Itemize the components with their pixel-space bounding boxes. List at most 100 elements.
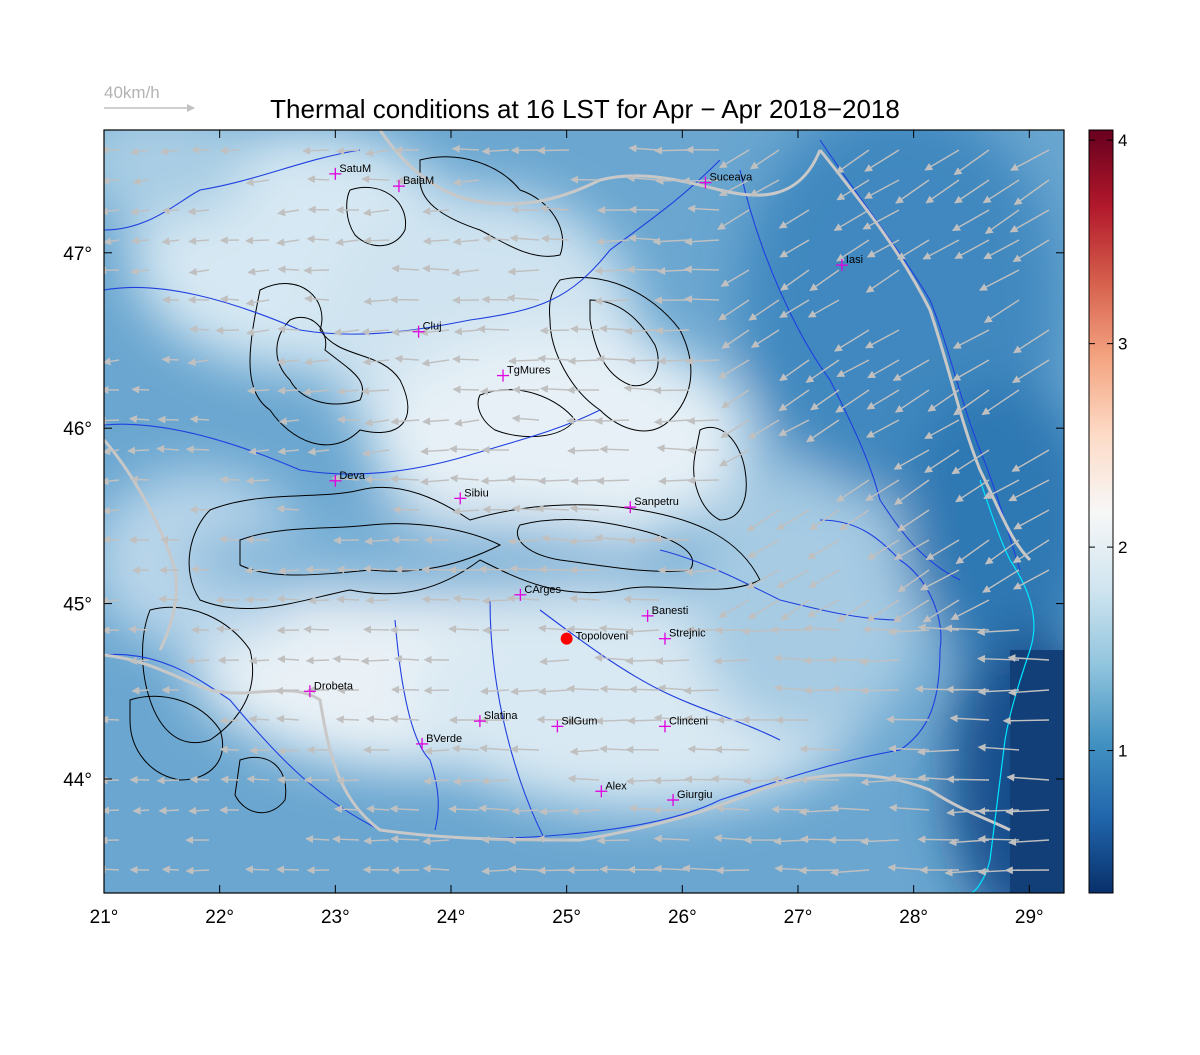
wind-arrow bbox=[191, 569, 209, 570]
x-tick-label: 22° bbox=[205, 907, 234, 928]
city-label: SatuM bbox=[339, 163, 371, 175]
wind-arrow bbox=[391, 299, 419, 300]
wind-arrow bbox=[278, 390, 299, 391]
wind-arrow bbox=[947, 779, 989, 780]
city-label: Alex bbox=[605, 780, 627, 792]
x-tick-label: 28° bbox=[899, 907, 928, 928]
wind-arrow bbox=[479, 569, 509, 570]
city-label: Drobeta bbox=[314, 680, 354, 692]
wind-arrow bbox=[163, 359, 179, 360]
wind-arrow bbox=[103, 539, 119, 540]
wind-arrow bbox=[598, 840, 629, 841]
wind-arrow bbox=[538, 870, 569, 871]
city-label: Iasi bbox=[846, 254, 863, 266]
wind-arrow bbox=[655, 150, 689, 151]
wind-arrow bbox=[483, 509, 509, 510]
city-label: SilGum bbox=[561, 715, 597, 727]
wind-arrow bbox=[337, 569, 359, 570]
wind-arrow bbox=[1004, 720, 1049, 721]
colorbar-gradient bbox=[1089, 130, 1113, 893]
wind-arrow bbox=[423, 599, 449, 600]
colorbar-tick-label: 3 bbox=[1118, 335, 1127, 354]
city-label: BVerde bbox=[426, 733, 462, 745]
wind-arrow bbox=[804, 690, 839, 691]
wind-arrow bbox=[538, 150, 569, 151]
wind-arrow bbox=[128, 450, 149, 451]
wind-arrow bbox=[595, 270, 629, 271]
wind-arrow bbox=[717, 870, 749, 871]
wind-scale: 40km/h bbox=[104, 83, 194, 108]
wind-arrow bbox=[799, 870, 839, 871]
colorbar-tick-label: 1 bbox=[1118, 742, 1127, 761]
wind-arrow bbox=[947, 689, 989, 690]
city-label: Banesti bbox=[652, 605, 689, 617]
wind-arrow bbox=[887, 719, 929, 720]
wind-arrow bbox=[132, 389, 149, 390]
wind-arrow bbox=[688, 480, 719, 481]
wind-arrow bbox=[159, 810, 179, 811]
city-label: BaiaM bbox=[403, 175, 434, 187]
city-label: Suceava bbox=[709, 172, 753, 184]
wind-arrow bbox=[715, 749, 749, 750]
wind-arrow bbox=[163, 869, 179, 870]
city-label: Sanpetru bbox=[634, 496, 679, 508]
wind-arrow bbox=[568, 450, 599, 451]
city-label: Clinceni bbox=[669, 715, 708, 727]
wind-arrow bbox=[829, 659, 869, 660]
wind-arrow bbox=[337, 719, 359, 720]
wind-arrow bbox=[163, 210, 179, 211]
city-label: Cluj bbox=[423, 321, 442, 333]
city-label: Strejnic bbox=[669, 628, 706, 640]
wind-arrow bbox=[541, 330, 569, 331]
wind-arrow bbox=[395, 569, 419, 570]
wind-arrow bbox=[307, 660, 329, 661]
wind-arrow bbox=[221, 779, 239, 780]
wind-arrow bbox=[483, 299, 509, 300]
x-tick-label: 25° bbox=[552, 907, 581, 928]
wind-arrow bbox=[309, 209, 329, 210]
x-tick-label: 23° bbox=[321, 907, 350, 928]
wind-arrow bbox=[628, 720, 659, 721]
wind-arrow bbox=[918, 839, 959, 840]
x-tick-label: 27° bbox=[784, 907, 813, 928]
wind-arrow bbox=[100, 780, 119, 781]
wind-arrow bbox=[303, 150, 329, 151]
wind-arrow bbox=[567, 420, 599, 421]
y-tick-label: 46° bbox=[63, 419, 92, 440]
wind-arrow bbox=[630, 689, 659, 690]
wind-arrow bbox=[337, 780, 359, 781]
wind-arrow bbox=[654, 390, 689, 391]
wind-arrow bbox=[425, 690, 449, 691]
city-label: Slatina bbox=[484, 710, 519, 722]
city-label: Deva bbox=[339, 470, 366, 482]
wind-arrow bbox=[511, 749, 539, 750]
wind-arrow bbox=[304, 270, 329, 271]
wind-arrow bbox=[157, 780, 179, 781]
wind-arrow bbox=[654, 780, 689, 781]
wind-arrow bbox=[132, 690, 149, 691]
wind-arrow bbox=[221, 749, 239, 750]
wind-scale-label: 40km/h bbox=[104, 83, 160, 102]
wind-arrow bbox=[246, 869, 269, 870]
wind-arrow bbox=[454, 389, 479, 390]
city-label: Giurgiu bbox=[677, 789, 712, 801]
y-tick-label: 45° bbox=[63, 595, 92, 616]
wind-arrow bbox=[131, 479, 149, 480]
wind-arrow bbox=[628, 540, 659, 541]
wind-arrow bbox=[422, 569, 449, 570]
wind-arrow bbox=[248, 390, 269, 391]
x-tick-label: 24° bbox=[437, 907, 466, 928]
black-sea bbox=[1010, 650, 1070, 900]
colorbar-tick-label: 2 bbox=[1118, 538, 1127, 557]
wind-arrow bbox=[832, 689, 869, 690]
map-title: Thermal conditions at 16 LST for Apr − A… bbox=[270, 94, 900, 124]
wind-arrow bbox=[656, 330, 689, 331]
topoloveni-marker bbox=[561, 633, 573, 645]
city-label: CArges bbox=[524, 584, 561, 596]
wind-arrow bbox=[191, 779, 209, 780]
y-tick-label: 44° bbox=[63, 770, 92, 791]
y-tick-label: 47° bbox=[63, 244, 92, 265]
